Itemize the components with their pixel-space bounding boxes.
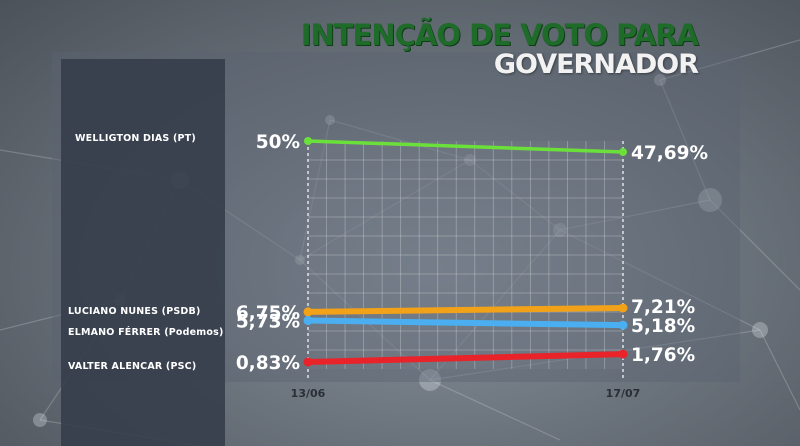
candidate-label-wellington: WELLIGTON DIAS (PT) [75,133,196,144]
data-point-luciano-start [303,307,313,317]
chart-labels: 50% 47,69% 6,75% 7,21% 5,73% 5,18% 0,83% 1,76% 1… [236,132,708,400]
candidate-label-valter: VALTER ALENCAR (PSC) [68,361,197,372]
data-label-elmano-end: 5,18% [631,316,695,337]
chart-grid [307,141,624,379]
series-line-valter [305,351,626,365]
data-label-wellington-start: 50% [256,132,300,153]
data-point-elmano-end [618,320,628,330]
data-label-valter-start: 0,83% [236,353,300,374]
candidate-label-luciano: LUCIANO NUNES (PSDB) [68,306,201,317]
chart-series [303,137,628,367]
chart-title-line2: GOVERNADOR [493,49,699,80]
data-label-wellington-end: 47,69% [631,143,708,164]
plot-area [308,141,623,369]
data-point-wellington-end [619,148,627,156]
data-label-valter-end: 1,76% [631,345,695,366]
series-line-wellington [306,139,625,154]
x-tick-label-start: 13/06 [291,387,326,400]
data-label-luciano-start: 6,75% [236,303,300,324]
data-point-elmano-start [303,316,313,326]
data-point-luciano-end [618,303,628,313]
candidate-label-elmano: ELMANO FÉRRER (Podemos) [68,327,224,338]
data-label-luciano-end: 7,21% [631,297,695,318]
series-line-elmano [305,317,626,329]
x-tick-label-end: 17/07 [606,387,641,400]
series-line-luciano [305,305,626,315]
data-point-valter-start [303,357,313,367]
data-point-wellington-start [304,137,312,145]
data-point-valter-end [618,349,628,359]
data-label-elmano-start: 5,73% [236,312,300,333]
chart-title-line1: INTENÇÃO DE VOTO PARA [300,18,699,52]
candidate-panel [61,59,225,446]
